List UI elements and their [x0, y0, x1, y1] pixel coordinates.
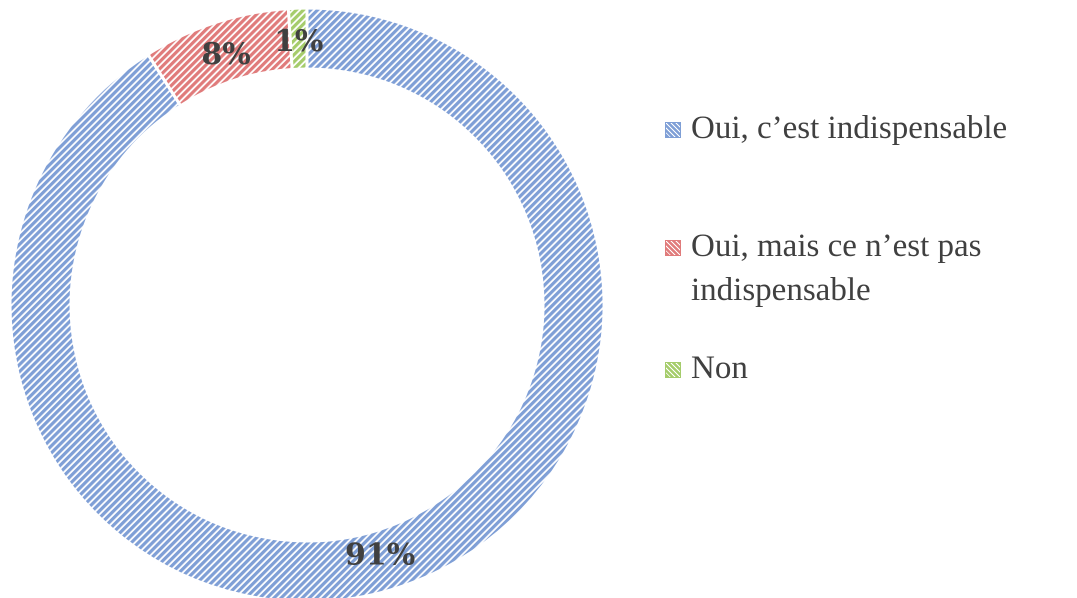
legend-label: Oui, mais ce n’est pas indispensable	[691, 228, 982, 308]
donut-slice	[8, 6, 606, 598]
data-label: 8%	[201, 37, 250, 72]
legend-marker	[665, 240, 681, 256]
data-label: 91%	[345, 538, 415, 573]
donut-slice	[286, 6, 309, 72]
chart: 91% 8% 1%	[8, 6, 606, 598]
legend-marker	[665, 362, 681, 378]
legend-item: Non	[665, 346, 1065, 390]
legend-marker	[665, 122, 681, 138]
legend-item: Oui, c’est indispensable	[665, 106, 1065, 150]
data-label: 1%	[274, 24, 323, 59]
legend-item: Oui, mais ce n’est pas indispensable	[665, 224, 1065, 312]
legend-label: Oui, c’est indispensable	[691, 110, 1008, 146]
legend-label: Non	[691, 350, 748, 386]
